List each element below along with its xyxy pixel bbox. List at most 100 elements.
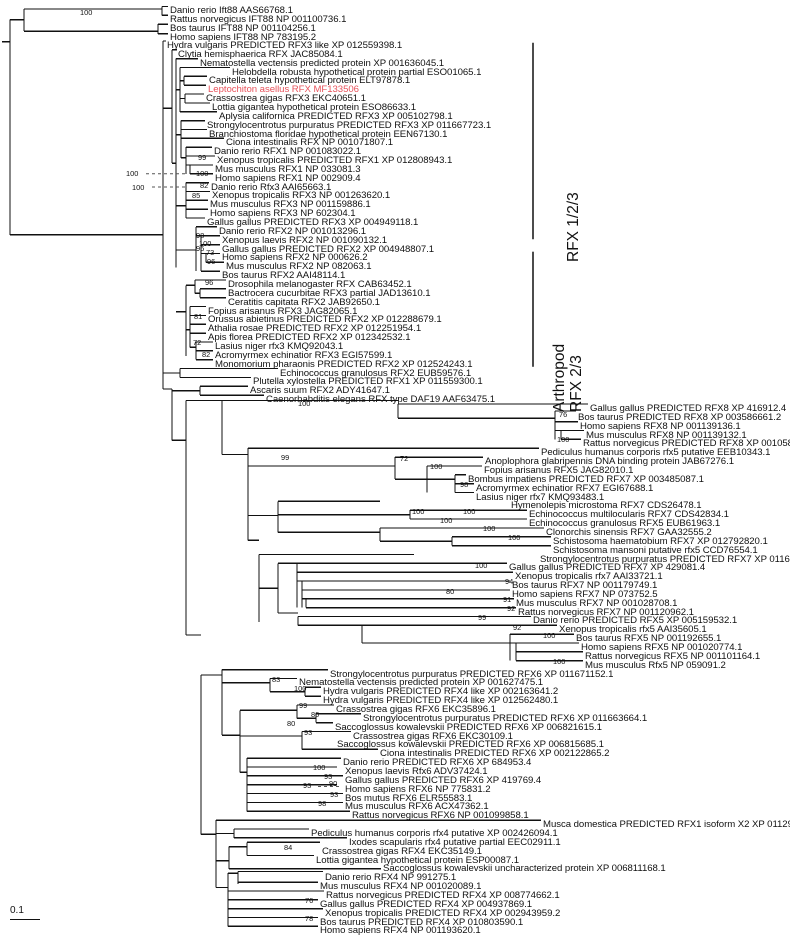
taxon-label: Bombus impatiens PREDICTED RFX7 XP 00348…: [468, 473, 704, 485]
bootstrap-value: 99: [299, 701, 308, 711]
bootstrap-value: 100: [80, 8, 93, 18]
taxon-label: Bos taurus RFX2 AAI48114.1: [222, 270, 346, 282]
taxon-label: Fopius arisanus RFX3 JAG82065.1: [208, 305, 358, 317]
bootstrap-value: 93: [330, 789, 339, 799]
taxon-label: Crassostrea gigas RFX4 EKC35149.1: [322, 845, 482, 857]
taxon-label: Helobdella robusta hypothetical protein …: [232, 66, 482, 78]
bootstrap-value: 93: [304, 727, 313, 737]
taxon-label: Mus musculus Rfx5 NP 059091.2: [585, 659, 726, 671]
taxon-label: Mus musculus RFX6 ACX47362.1: [345, 801, 489, 813]
taxon-label: Homo sapiens RFX4 NP 001193620.1: [320, 925, 481, 936]
taxon-label: Pediculus humanus corporis rfx5 putative…: [541, 447, 771, 459]
taxon-label: Ciona intestinalis PREDICTED RFX6 XP 002…: [380, 748, 610, 760]
bootstrap-value: 98: [318, 798, 327, 808]
taxon-label: Homo sapiens RFX6 NP 775831.2: [345, 783, 491, 795]
group-label-rfx123: RFX 1/2/3: [565, 192, 582, 262]
taxon-label: Gallus gallus PREDICTED RFX2 XP 00494880…: [222, 243, 435, 255]
bootstrap-value: 100: [294, 683, 307, 693]
bootstrap-value: 94: [505, 577, 514, 587]
bootstrap-value: 99: [281, 453, 290, 463]
taxon-label: Mus musculus RFX1 NP 033081.3: [215, 163, 361, 175]
taxon-label: Crassostrea gigas RFX3 EKC40651.1: [206, 93, 366, 105]
taxon-label: Rattus norvegicus RFX7 NP 001120962.1: [518, 606, 694, 618]
bootstrap-value: 83: [272, 674, 281, 684]
bootstrap-value: 82: [200, 180, 209, 190]
taxon-label: Hydra vulgaris PREDICTED RFX3 like XP 01…: [167, 39, 403, 51]
bootstrap-value: 91: [503, 595, 512, 605]
taxon-label: Gallus gallus PREDICTED RFX3 XP 00494911…: [207, 217, 419, 229]
bootstrap-value: 100: [412, 506, 425, 516]
bootstrap-value: 99: [478, 612, 487, 622]
bootstrap-value: 100: [553, 657, 566, 667]
taxon-label: Xenopus tropicalis RFX3 NP 001263620.1: [212, 190, 391, 202]
taxon-label: Danio rerio Ift88 AAS66768.1: [170, 5, 293, 17]
bootstrap-value: 80: [287, 719, 296, 729]
taxon-label: Pediculus humanus corporis rfx4 putative…: [311, 827, 558, 839]
scale-bar-label: 0.1: [10, 905, 24, 916]
taxon-label: Orussus abietinus PREDICTED RFX2 XP 0122…: [208, 314, 442, 326]
taxon-label: Gallus gallus PREDICTED RFX4 XP 00493786…: [320, 898, 533, 910]
taxon-label: Bactrocera cucurbitae RFX3 partial JAD13…: [228, 287, 431, 299]
taxon-label: Gallus gallus PREDICTED RFX8 XP 416912.4: [590, 402, 787, 414]
bootstrap-value: 100: [463, 507, 476, 517]
bootstrap-value: 100: [126, 169, 139, 179]
bootstrap-value: 96: [196, 244, 205, 254]
taxon-label: Caenorhabditis elegans RFX type DAF19 AA…: [266, 394, 496, 406]
bootstrap-value: 82: [202, 349, 211, 359]
taxon-label: Homo sapiens RFX2 NP 000626.2: [222, 252, 368, 264]
taxon-label: Danio rerio RFX4 NP 991275.1: [325, 872, 457, 884]
taxon-label: Bos taurus PREDICTED RFX8 XP 003586661.2: [578, 411, 782, 423]
group-label-line: Arthropod: [551, 343, 568, 412]
bootstrap-value: 100: [508, 533, 521, 543]
bootstrap-value: 93: [303, 781, 312, 791]
taxon-label: Homo sapiens RFX3 NP 602304.1: [210, 208, 356, 220]
taxon-label: Clonorchis sinensis RFX7 GAA32555.2: [546, 526, 712, 538]
bootstrap-value: 100: [557, 434, 570, 444]
bootstrap-value: 81: [194, 311, 203, 321]
taxon-label: Gallus gallus PREDICTED RFX6 XP 419769.4: [345, 774, 542, 786]
bootstrap-leader-lines: [146, 174, 342, 787]
taxon-label: Echinococcus granulosus RFX2 EUB59576.1: [280, 367, 472, 379]
taxon-label: Lottia gigantea hypothetical protein ESO…: [212, 101, 417, 113]
bootstrap-value: 80: [446, 587, 455, 597]
taxon-label: Lasius niger rfx7 KMQ93483.1: [476, 491, 605, 503]
taxon-label: Xenopus laevis Rfx6 ADV37424.1: [345, 766, 488, 777]
taxon-label: Xenopus tropicalis PREDICTED RFX1 XP 012…: [217, 155, 453, 167]
bootstrap-value: 92: [513, 622, 522, 632]
bootstrap-value: 100: [483, 524, 496, 534]
taxon-label: Homo sapiens RFX7 NP 073752.5: [512, 588, 658, 600]
taxon-label: Danio rerio RFX1 NP 001083022.1: [214, 146, 362, 158]
taxon-label: Bos taurus RFX7 NP 001179749.1: [512, 580, 658, 592]
bootstrap-value: 99: [198, 153, 207, 163]
bootstrap-value: 76: [559, 410, 568, 420]
group-label-line: RFX 2/3: [568, 355, 585, 412]
taxon-label: Xenopus laevis RFX2 NP 001090132.1: [222, 234, 388, 246]
taxon-label: Branchiostoma floridae hypothetical prot…: [209, 128, 448, 140]
scale-bar-line: [10, 919, 40, 921]
taxon-label: Mus musculus RFX7 NP 001028708.1: [516, 597, 678, 609]
bootstrap-value: 90: [329, 779, 338, 789]
taxon-label: Lasius niger rfx3 KMQ92043.1: [215, 341, 344, 352]
taxon-label: Rattus norvegicus PREDICTED RFX8 XP 0010…: [583, 438, 790, 450]
taxon-label: Fopius arisanus RFX5 JAG82010.1: [484, 464, 634, 476]
taxon-label: Rattus norvegicus IFT88 NP 001100736.1: [170, 14, 347, 26]
taxon-label: Rattus norvegicus RFX5 NP 001101164.1: [585, 650, 761, 662]
bootstrap-value: 100: [430, 462, 443, 472]
taxon-label: Xenopus tropicalis rfx5 AAI35605.1: [559, 624, 707, 636]
bootstrap-value: 76: [305, 896, 314, 906]
taxon-label: Mus musculus RFX2 NP 082063.1: [226, 261, 372, 273]
bootstrap-value: 93: [324, 772, 333, 782]
taxon-label: Saccoglossus kowalevskii uncharacterized…: [383, 863, 666, 875]
taxon-label: Anoplophora glabripennis DNA binding pro…: [485, 456, 734, 468]
taxon-label: Echinococcus multilocularis RFX7 CDS4283…: [529, 509, 729, 521]
taxon-label: Capitella teleta hypothetical protein EL…: [209, 75, 411, 87]
taxon-label: Bos taurus IFT88 NP 001104256.1: [170, 23, 316, 35]
bootstrap-value: 100: [475, 560, 488, 570]
bootstrap-value: 73: [206, 248, 215, 258]
bootstrap-value: 92: [507, 603, 516, 613]
taxon-label: Acromyrmex echinatior RFX3 EGI57599.1: [215, 349, 393, 361]
bootstrap-value: 80: [311, 710, 320, 720]
taxon-label: Echinococcus granulosus RFX5 EUB61963.1: [529, 518, 721, 530]
bootstrap-value: 100: [199, 239, 212, 249]
